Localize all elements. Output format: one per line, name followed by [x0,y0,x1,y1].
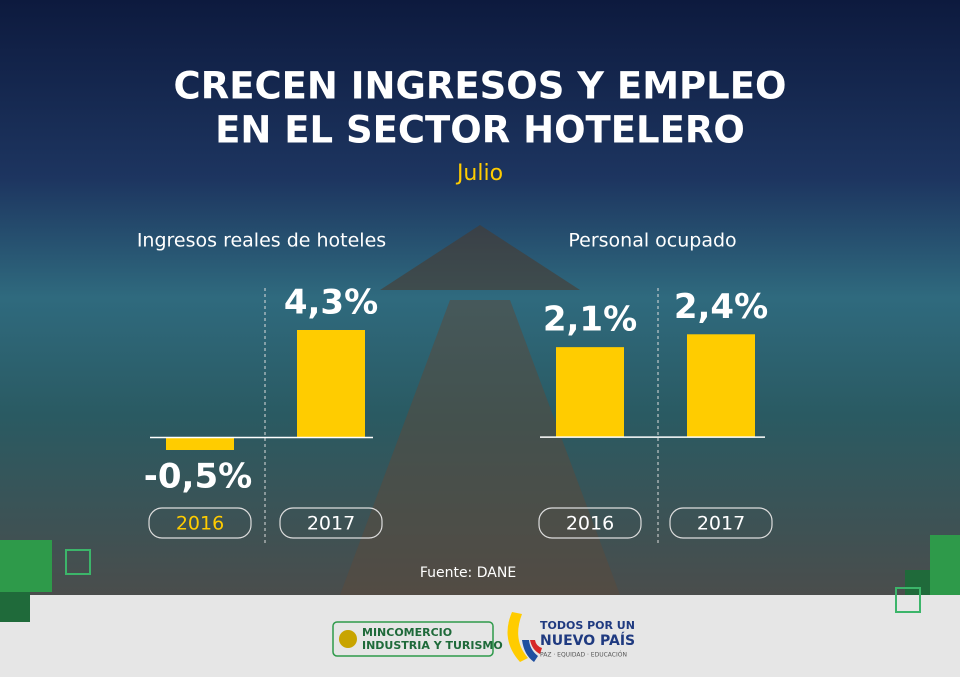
x-tick-label: 2016 [566,513,614,535]
logo-text: INDUSTRIA Y TURISMO [362,639,503,652]
chart-title: Ingresos reales de hoteles [137,230,386,252]
logo-text: PAZ · EQUIDAD · EDUCACIÓN [540,652,627,659]
logo-flag [530,640,542,654]
hut [380,225,580,290]
decor [905,570,930,595]
logo-mincomercio: MINCOMERCIO INDUSTRIA Y TURISMO [332,621,503,657]
logo-text: NUEVO PAÍS [540,632,635,649]
decor [0,592,30,622]
category-pill [279,507,383,539]
category-pill [538,507,642,539]
footer-bar [0,595,960,677]
logo-todos: TODOS POR UN NUEVO PAÍS PAZ · EQUIDAD · … [507,612,635,662]
logo-flag [507,612,528,662]
bar [556,347,624,438]
subtitle: Julio [455,161,503,186]
pier [340,300,620,595]
x-tick-label: 2017 [307,513,355,535]
decor [930,535,960,595]
title-line: EN EL SECTOR HOTELERO [215,109,745,152]
decor [65,549,91,575]
value-label: -0,5% [144,457,252,497]
bar [297,330,365,438]
bar [166,437,234,450]
category-pill [148,507,252,539]
chart-title: Personal ocupado [568,230,736,252]
title-line: CRECEN INGRESOS Y EMPLEO [174,65,787,108]
logo-flag [522,640,538,662]
x-tick-label: 2016 [176,513,224,535]
value-label: 4,3% [284,283,378,323]
logo-emblem [339,630,357,648]
decor [895,587,921,613]
logo-text: MINCOMERCIO [362,626,452,639]
decor [0,540,52,592]
source: Fuente: DANE [420,565,516,581]
logo-frame [332,621,494,657]
category-pill [669,507,773,539]
logo-text: TODOS POR UN [540,619,635,632]
value-label: 2,4% [674,287,768,327]
bar [687,334,755,438]
x-tick-label: 2017 [697,513,745,535]
value-label: 2,1% [543,300,637,340]
